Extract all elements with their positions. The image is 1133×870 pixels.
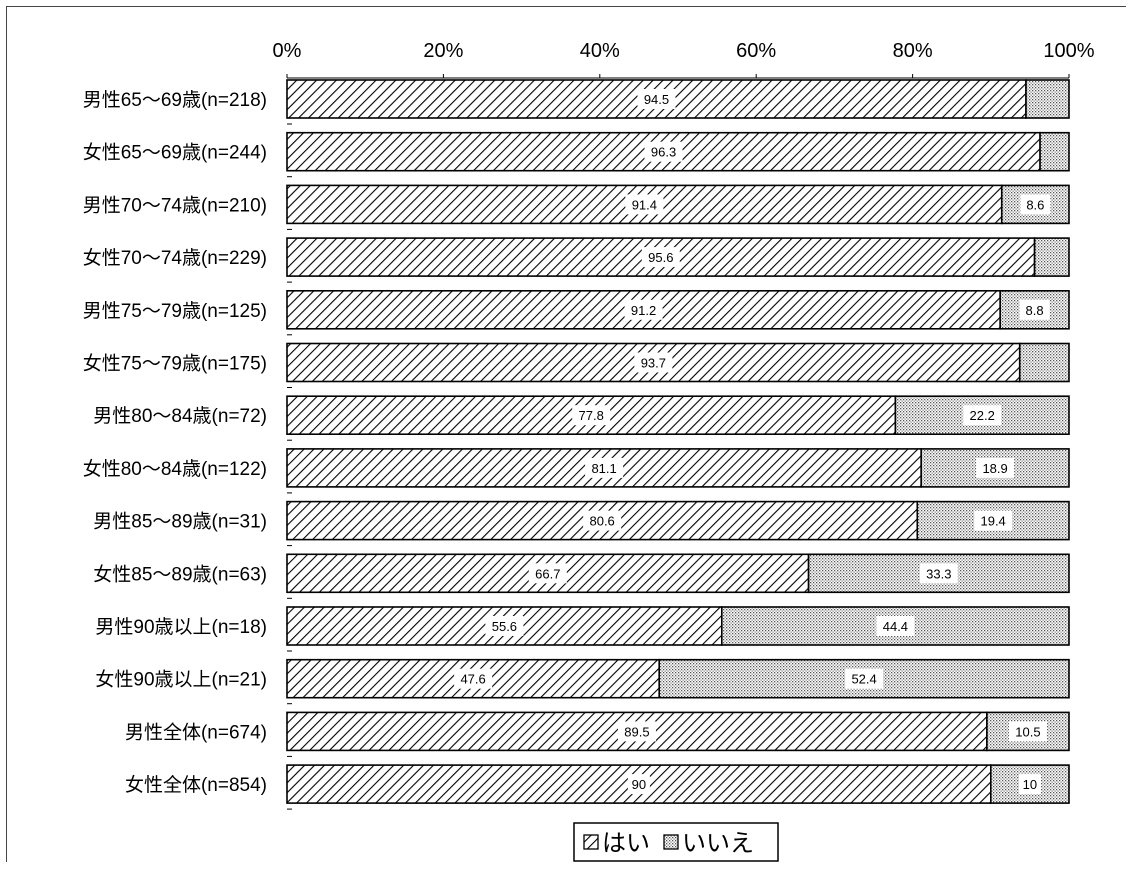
category-label: 男性85～89歳(n=31): [93, 511, 267, 533]
data-label: 22.2: [970, 408, 995, 423]
data-label-background: [583, 510, 622, 531]
category-label: 女性全体(n=854): [125, 774, 267, 796]
data-label-background: [963, 405, 1002, 426]
data-label: 80.6: [589, 514, 614, 529]
category-label: 女性65～69歳(n=244): [83, 142, 267, 164]
data-label-background: [485, 616, 524, 636]
category-label: 男性65～69歳(n=218): [83, 89, 267, 111]
data-label-background: [641, 247, 680, 268]
data-label: 89.5: [624, 724, 649, 739]
bars: 94.5 96.3 91.4 8.6 95.6 91.2 8.8 93.7 77.8 22.2 81…: [286, 79, 1070, 804]
data-label: 18.9: [982, 461, 1007, 476]
data-label-background: [919, 563, 958, 584]
bar-segment-no: [1039, 131, 1070, 172]
data-label: 77.8: [579, 408, 604, 423]
x-tick-label: 40%: [580, 40, 620, 62]
x-tick-label: 0%: [273, 40, 302, 62]
data-label-background: [585, 457, 624, 478]
category-label: 女性75～79歳(n=175): [83, 353, 267, 375]
x-tick-label: 60%: [736, 40, 776, 62]
legend-label: はい: [602, 830, 650, 857]
data-label-background: [624, 299, 663, 320]
data-label: 19.4: [980, 514, 1005, 529]
data-label-background: [845, 668, 884, 689]
data-label-background: [644, 141, 683, 162]
bar-segment-no: [1018, 342, 1070, 383]
data-label-background: [637, 89, 676, 109]
data-label: 96.3: [651, 145, 676, 160]
data-label-background: [572, 405, 611, 426]
category-label: 女性70～74歳(n=229): [83, 247, 267, 269]
category-label: 男性全体(n=674): [125, 721, 267, 743]
legend-label: いいえ: [682, 830, 754, 857]
data-label-background: [976, 457, 1015, 478]
data-label: 47.6: [460, 672, 485, 687]
data-label-background: [454, 668, 493, 689]
x-tick-label: 80%: [893, 40, 933, 62]
data-label: 91.2: [631, 303, 656, 318]
data-label: 66.7: [535, 566, 560, 581]
data-label: 81.1: [591, 461, 616, 476]
category-label: 女性85～89歳(n=63): [93, 563, 267, 585]
data-label: 90: [632, 777, 646, 792]
data-label-background: [1018, 774, 1041, 795]
legend-swatch: [663, 834, 679, 850]
x-tick-label: 100%: [1043, 40, 1094, 62]
data-label: 10.5: [1015, 724, 1040, 739]
data-label: 10: [1023, 777, 1037, 792]
bar-segment-yes: [286, 658, 661, 699]
chart-frame: [6, 6, 1126, 862]
data-label: 8.8: [1026, 303, 1044, 318]
data-label-background: [528, 563, 567, 584]
data-label-background: [625, 194, 664, 215]
legend: はい いいえ: [573, 822, 779, 862]
data-label: 55.6: [492, 619, 517, 634]
category-label: 男性70～74歳(n=210): [83, 194, 267, 216]
data-label-background: [617, 721, 656, 742]
x-tick-label: 20%: [423, 40, 463, 62]
category-label: 男性80～84歳(n=72): [93, 405, 267, 427]
x-axis: 0% 20% 40% 60% 80% 100%: [273, 40, 1095, 79]
bar-segment-no: [1025, 79, 1070, 119]
bar-segment-no: [989, 764, 1070, 804]
data-label-background: [1020, 194, 1051, 215]
data-label: 93.7: [641, 356, 666, 371]
legend-swatch: [583, 834, 599, 850]
data-label-background: [1019, 299, 1050, 320]
data-label-background: [1008, 721, 1047, 742]
data-label-background: [627, 774, 650, 795]
bar-segment-no: [1033, 237, 1070, 277]
data-label-background: [876, 616, 915, 636]
data-label-background: [634, 352, 673, 373]
data-label: 52.4: [851, 672, 876, 687]
data-label: 94.5: [644, 92, 669, 107]
category-axis: 男性65～69歳(n=218) 女性65～69歳(n=244) 男性70～74歳(n…: [83, 89, 292, 810]
category-label: 女性80～84歳(n=122): [83, 458, 267, 480]
category-label: 男性75～79歳(n=125): [83, 300, 267, 322]
data-label: 44.4: [883, 619, 908, 634]
data-label: 8.6: [1026, 197, 1044, 212]
data-label-background: [974, 510, 1013, 531]
category-label: 女性90歳以上(n=21): [95, 669, 267, 691]
data-label: 95.6: [648, 250, 673, 265]
data-label: 91.4: [632, 197, 657, 212]
data-label: 33.3: [926, 566, 951, 581]
category-label: 男性90歳以上(n=18): [95, 616, 267, 638]
